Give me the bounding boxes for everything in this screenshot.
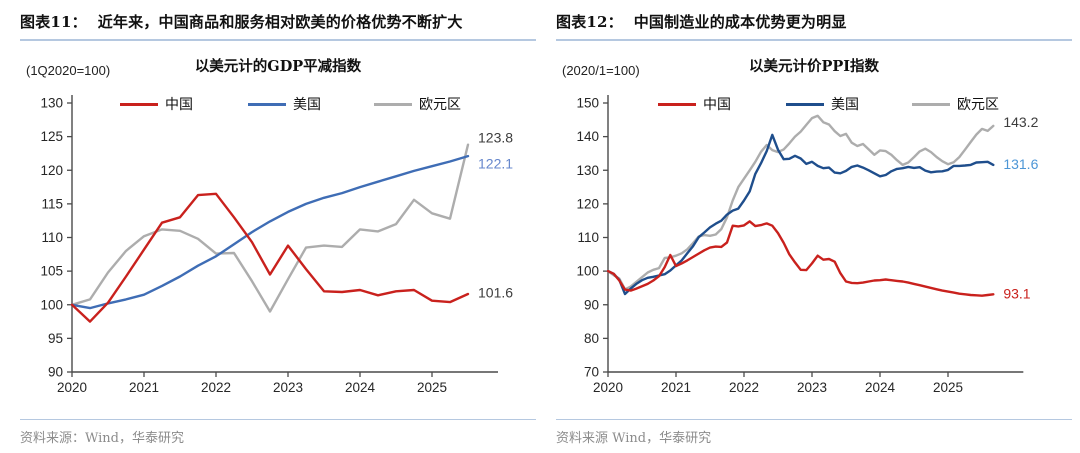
legend-label-china: 中国	[703, 97, 731, 113]
svg-text:2020: 2020	[57, 380, 87, 395]
right-source-note: 资料来源 Wind，华泰研究	[556, 431, 712, 446]
svg-text:131.6: 131.6	[1003, 156, 1038, 172]
ppi-line-chart: 70 80 90 100 110 120 130 140 150 2020 2021 2022 2023…	[576, 95, 1039, 395]
figure-12-header: 图表12： 中国制造业的成本优势更为明显	[556, 8, 1072, 41]
svg-text:2024: 2024	[345, 380, 376, 395]
left-axis-unit-label: (1Q2020=100)	[26, 63, 111, 78]
legend-label-us: 美国	[831, 97, 859, 113]
svg-text:100: 100	[576, 264, 599, 279]
svg-text:105: 105	[40, 264, 63, 279]
svg-text:110: 110	[577, 230, 599, 245]
legend-item-us: 美国	[786, 95, 859, 113]
svg-text:90: 90	[584, 297, 599, 312]
svg-text:90: 90	[48, 365, 63, 380]
svg-text:123.8: 123.8	[478, 129, 513, 145]
legend-label-eurozone: 欧元区	[419, 97, 461, 113]
svg-text:125: 125	[40, 129, 63, 144]
svg-text:2020: 2020	[593, 380, 623, 395]
svg-text:2025: 2025	[933, 380, 963, 395]
svg-text:2023: 2023	[273, 380, 303, 395]
svg-text:101.6: 101.6	[478, 285, 513, 301]
svg-text:70: 70	[584, 365, 599, 380]
china-line-swatch	[658, 102, 696, 106]
right-axis-unit-label: (2020/1=100)	[562, 63, 640, 78]
left-chart-legend: 中国 美国 欧元区	[20, 95, 536, 113]
legend-label-us: 美国	[293, 97, 321, 113]
svg-text:80: 80	[584, 331, 599, 346]
svg-text:115: 115	[41, 196, 63, 211]
svg-text:2022: 2022	[729, 380, 759, 395]
svg-text:110: 110	[41, 230, 63, 245]
svg-text:120: 120	[40, 163, 63, 178]
figure-12-panel: 图表12： 中国制造业的成本优势更为明显 (2020/1=100) 以美元计价P…	[556, 8, 1072, 446]
figure-11-chart-area: (1Q2020=100) 以美元计的GDP平减指数 中国 美国 欧元区 90 95…	[20, 47, 536, 417]
china-line-swatch	[120, 102, 158, 106]
svg-text:122.1: 122.1	[478, 156, 513, 172]
eurozone-line-swatch	[374, 102, 412, 106]
legend-label-eurozone: 欧元区	[957, 97, 999, 113]
right-chart-legend: 中国 美国 欧元区	[556, 95, 1072, 113]
left-chart-title: 以美元计的GDP平减指数	[194, 58, 362, 75]
svg-text:150: 150	[576, 96, 599, 111]
gdp-deflator-line-chart: 90 95 100 105 110 115 120 125 130 2020 2021 2022 202…	[40, 95, 513, 395]
left-source-note: 资料来源：Wind，华泰研究	[20, 431, 184, 446]
svg-text:140: 140	[576, 129, 599, 144]
svg-text:120: 120	[576, 196, 599, 211]
figure-11-panel: 图表11： 近年来，中国商品和服务相对欧美的价格优势不断扩大 (1Q2020=1…	[20, 8, 536, 446]
legend-item-china: 中国	[658, 95, 731, 113]
right-chart-title: 以美元计价PPI指数	[748, 58, 880, 75]
us-line-swatch	[248, 102, 286, 106]
legend-item-us: 美国	[248, 95, 321, 113]
svg-text:93.1: 93.1	[1003, 285, 1030, 301]
svg-text:2024: 2024	[865, 380, 896, 395]
svg-text:2022: 2022	[201, 380, 231, 395]
figure-11-header: 图表11： 近年来，中国商品和服务相对欧美的价格优势不断扩大	[20, 8, 536, 41]
legend-item-china: 中国	[120, 95, 193, 113]
svg-text:100: 100	[40, 297, 63, 312]
legend-item-eurozone: 欧元区	[912, 95, 999, 113]
figure-12-chart-area: (2020/1=100) 以美元计价PPI指数 中国 美国 欧元区 70 80 90…	[556, 47, 1072, 417]
source-divider	[556, 419, 1072, 420]
svg-text:2021: 2021	[661, 380, 691, 395]
legend-item-eurozone: 欧元区	[374, 95, 461, 113]
svg-text:143.2: 143.2	[1003, 114, 1038, 130]
svg-text:2023: 2023	[797, 380, 827, 395]
svg-text:130: 130	[40, 96, 63, 111]
us-line-swatch	[786, 102, 824, 106]
svg-text:2021: 2021	[129, 380, 159, 395]
svg-text:130: 130	[576, 163, 599, 178]
source-divider	[20, 419, 536, 420]
svg-text:2025: 2025	[417, 380, 447, 395]
svg-text:95: 95	[48, 331, 63, 346]
eurozone-line-swatch	[912, 102, 950, 106]
legend-label-china: 中国	[165, 97, 193, 113]
